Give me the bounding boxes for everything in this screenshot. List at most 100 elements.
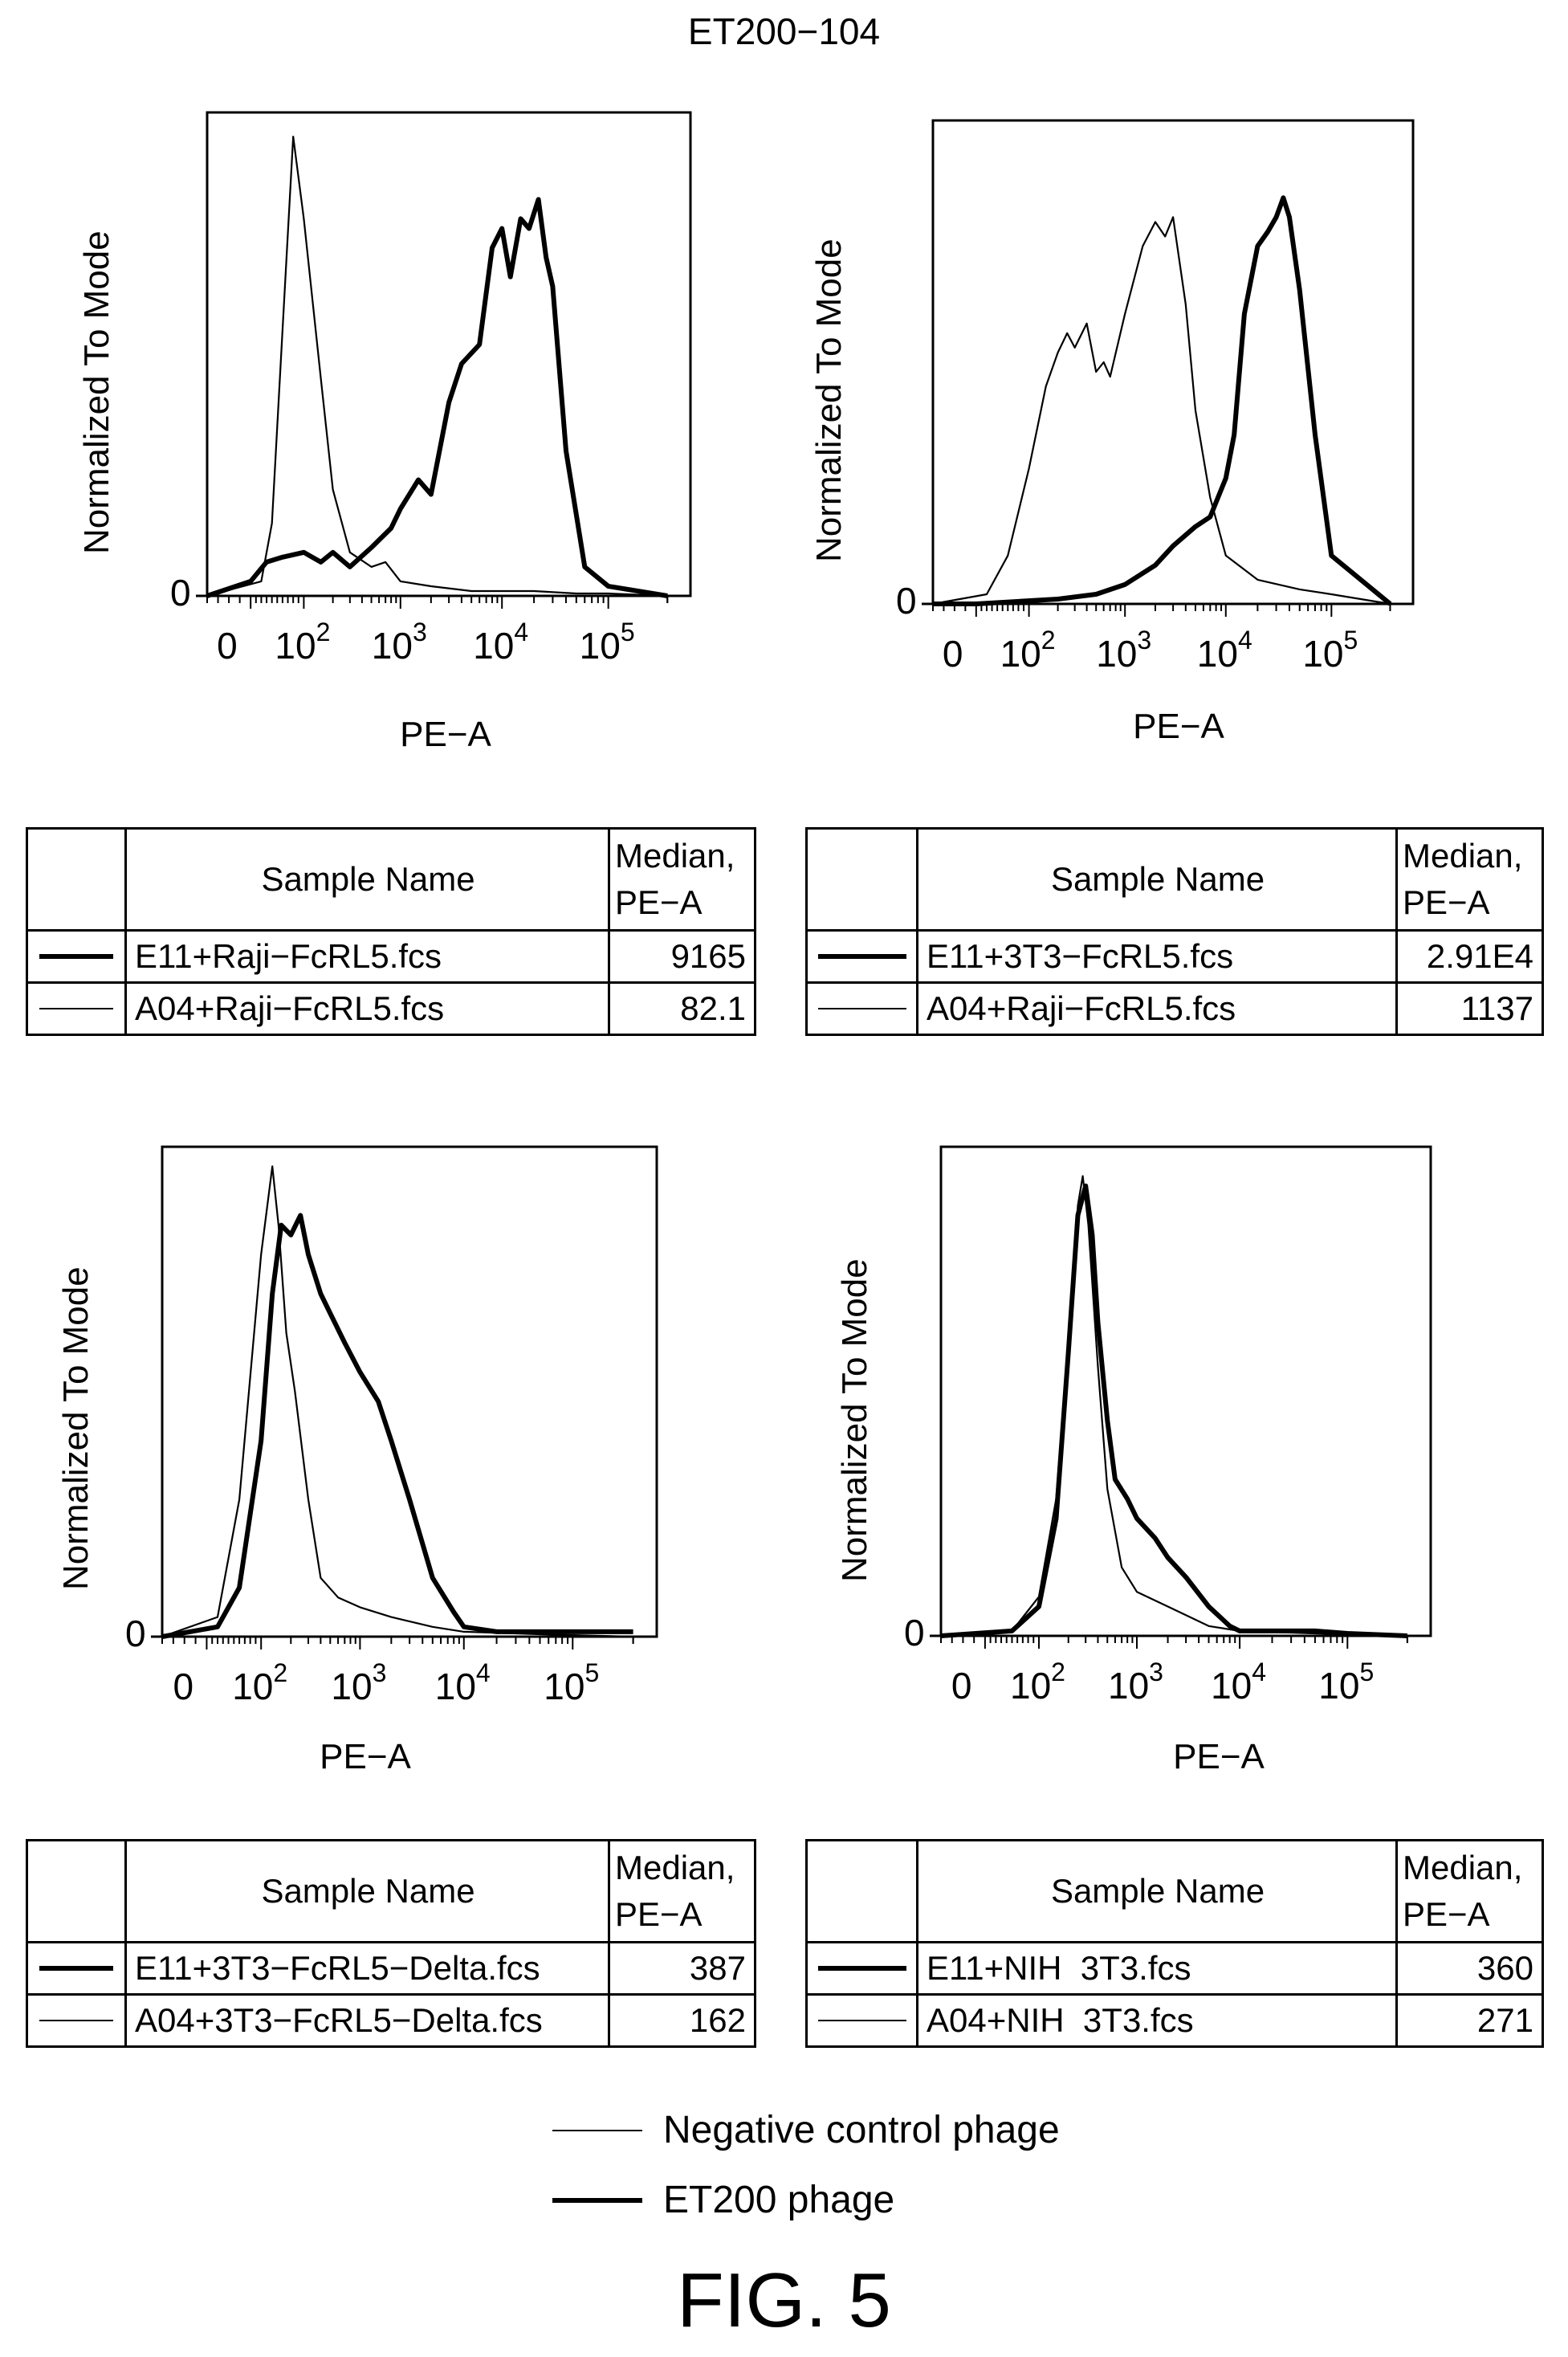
y-tick-label: 0	[125, 1613, 146, 1654]
x-tick-label: 0	[173, 1666, 193, 1707]
table-row: E11+3T3−FcRL5.fcs 2.91E4	[805, 929, 1544, 984]
median-header: Median, PE−A	[1395, 827, 1544, 932]
y-axis-label: Normalized To Mode	[835, 1258, 874, 1582]
x-axis-label: PE−A	[1173, 1737, 1265, 1776]
thick-line-swatch	[26, 1941, 127, 1996]
table-row: A04+NIH 3T3.fcs 271	[805, 1993, 1544, 2048]
x-tick-label: 105	[1318, 1658, 1374, 1707]
stats-table-2: Sample Name Median, PE−A E11+3T3−FcRL5.fc…	[805, 827, 1544, 1036]
median-header: Median, PE−A	[608, 1839, 756, 1943]
stats-table-4: Sample Name Median, PE−A E11+NIH 3T3.fcs …	[805, 1839, 1544, 2048]
median-header: Median, PE−A	[608, 827, 756, 932]
series-line-thick	[940, 1183, 1408, 1638]
median-header-line1: Median,	[1403, 837, 1523, 875]
median-value: 9165	[608, 929, 756, 984]
x-axis-label: PE−A	[1133, 707, 1224, 746]
thick-line-swatch	[805, 1941, 918, 1996]
sample-name-header: Sample Name	[916, 1839, 1398, 1943]
x-tick-label: 104	[473, 618, 528, 667]
thin-line-swatch	[26, 1993, 127, 2048]
x-tick-label: 104	[435, 1658, 491, 1707]
legend-thick-label: ET200 phage	[663, 2179, 895, 2221]
sample-name-header: Sample Name	[124, 827, 610, 932]
sample-name-header: Sample Name	[916, 827, 1398, 932]
sample-name: E11+3T3−FcRL5.fcs	[916, 929, 1398, 984]
thick-line-swatch	[26, 929, 127, 984]
sample-name: A04+3T3−FcRL5−Delta.fcs	[124, 1993, 610, 2048]
sample-name: A04+Raji−FcRL5.fcs	[916, 981, 1398, 1036]
median-value: 387	[608, 1941, 756, 1996]
series-line-thin	[206, 136, 668, 597]
x-tick-label: 103	[1108, 1658, 1163, 1707]
x-tick-label: 103	[1096, 626, 1151, 675]
median-value: 82.1	[608, 981, 756, 1036]
x-tick-label: 104	[1197, 626, 1252, 675]
series-line-thin	[161, 1165, 633, 1638]
legend-thin-label: Negative control phage	[663, 2109, 1060, 2151]
x-tick-label: 0	[217, 625, 238, 667]
legend-header-cell	[26, 1839, 127, 1943]
stats-table-3: Sample Name Median, PE−A E11+3T3−FcRL5−De…	[26, 1839, 756, 2048]
thin-line-swatch	[552, 2129, 642, 2131]
series-line-thick	[933, 195, 1392, 606]
series-line-thick	[206, 197, 668, 598]
sample-name: E11+NIH 3T3.fcs	[916, 1941, 1398, 1996]
median-value: 271	[1395, 1993, 1544, 2048]
median-value: 360	[1395, 1941, 1544, 1996]
series-line-thick	[161, 1213, 633, 1639]
x-tick-label: 0	[943, 633, 963, 675]
median-header-line2: PE−A	[1403, 883, 1490, 921]
table-row: E11+Raji−FcRL5.fcs 9165	[26, 929, 756, 984]
median-header-line2: PE−A	[1403, 1895, 1490, 1933]
thick-line-swatch	[805, 929, 918, 984]
sample-name: A04+Raji−FcRL5.fcs	[124, 981, 610, 1036]
median-header-line1: Median,	[615, 1849, 735, 1886]
table-row: E11+NIH 3T3.fcs 360	[805, 1941, 1544, 1996]
legend-thin: Negative control phage	[552, 2108, 1060, 2152]
table-row: A04+Raji−FcRL5.fcs 82.1	[26, 981, 756, 1036]
median-header: Median, PE−A	[1395, 1839, 1544, 1943]
y-tick-label: 0	[896, 580, 917, 622]
sample-name-header: Sample Name	[124, 1839, 610, 1943]
plot-frame	[939, 1145, 1432, 1637]
x-axis-label: PE−A	[400, 715, 491, 754]
x-tick-label: 102	[1000, 626, 1056, 675]
figure-caption: FIG. 5	[677, 2257, 891, 2343]
median-value: 2.91E4	[1395, 929, 1544, 984]
median-value: 162	[608, 1993, 756, 2048]
median-header-line1: Median,	[1403, 1849, 1523, 1886]
x-tick-label: 105	[580, 618, 635, 667]
legend-header-cell	[26, 827, 127, 932]
x-tick-label: 103	[372, 618, 427, 667]
sample-name: E11+Raji−FcRL5.fcs	[124, 929, 610, 984]
legend-header-cell	[805, 827, 918, 932]
x-tick-label: 102	[232, 1658, 287, 1707]
figure-title: ET200−104	[687, 10, 881, 52]
table-row: A04+Raji−FcRL5.fcs 1137	[805, 981, 1544, 1036]
table-row: E11+3T3−FcRL5−Delta.fcs 387	[26, 1941, 756, 1996]
x-tick-label: 102	[275, 618, 330, 667]
stats-table-1: Sample Name Median, PE−A E11+Raji−FcRL5.f…	[26, 827, 756, 1036]
median-header-line2: PE−A	[615, 1895, 703, 1933]
median-value: 1137	[1395, 981, 1544, 1036]
sample-name: E11+3T3−FcRL5−Delta.fcs	[124, 1941, 610, 1996]
median-header-line1: Median,	[615, 837, 735, 875]
thick-line-swatch	[552, 2197, 642, 2203]
series-line-thin	[940, 1175, 1407, 1637]
y-tick-label: 0	[904, 1612, 925, 1654]
x-tick-label: 103	[331, 1658, 386, 1707]
legend-header-cell	[805, 1839, 918, 1943]
series-line-thin	[932, 216, 1391, 606]
x-axis-label: PE−A	[320, 1737, 411, 1776]
thin-line-swatch	[805, 981, 918, 1036]
x-tick-label: 0	[951, 1665, 972, 1707]
x-tick-label: 104	[1211, 1658, 1266, 1707]
x-tick-label: 105	[1302, 626, 1358, 675]
y-tick-label: 0	[170, 572, 191, 614]
x-tick-label: 102	[1010, 1658, 1065, 1707]
median-header-line2: PE−A	[615, 883, 703, 921]
table-row: A04+3T3−FcRL5−Delta.fcs 162	[26, 1993, 756, 2048]
